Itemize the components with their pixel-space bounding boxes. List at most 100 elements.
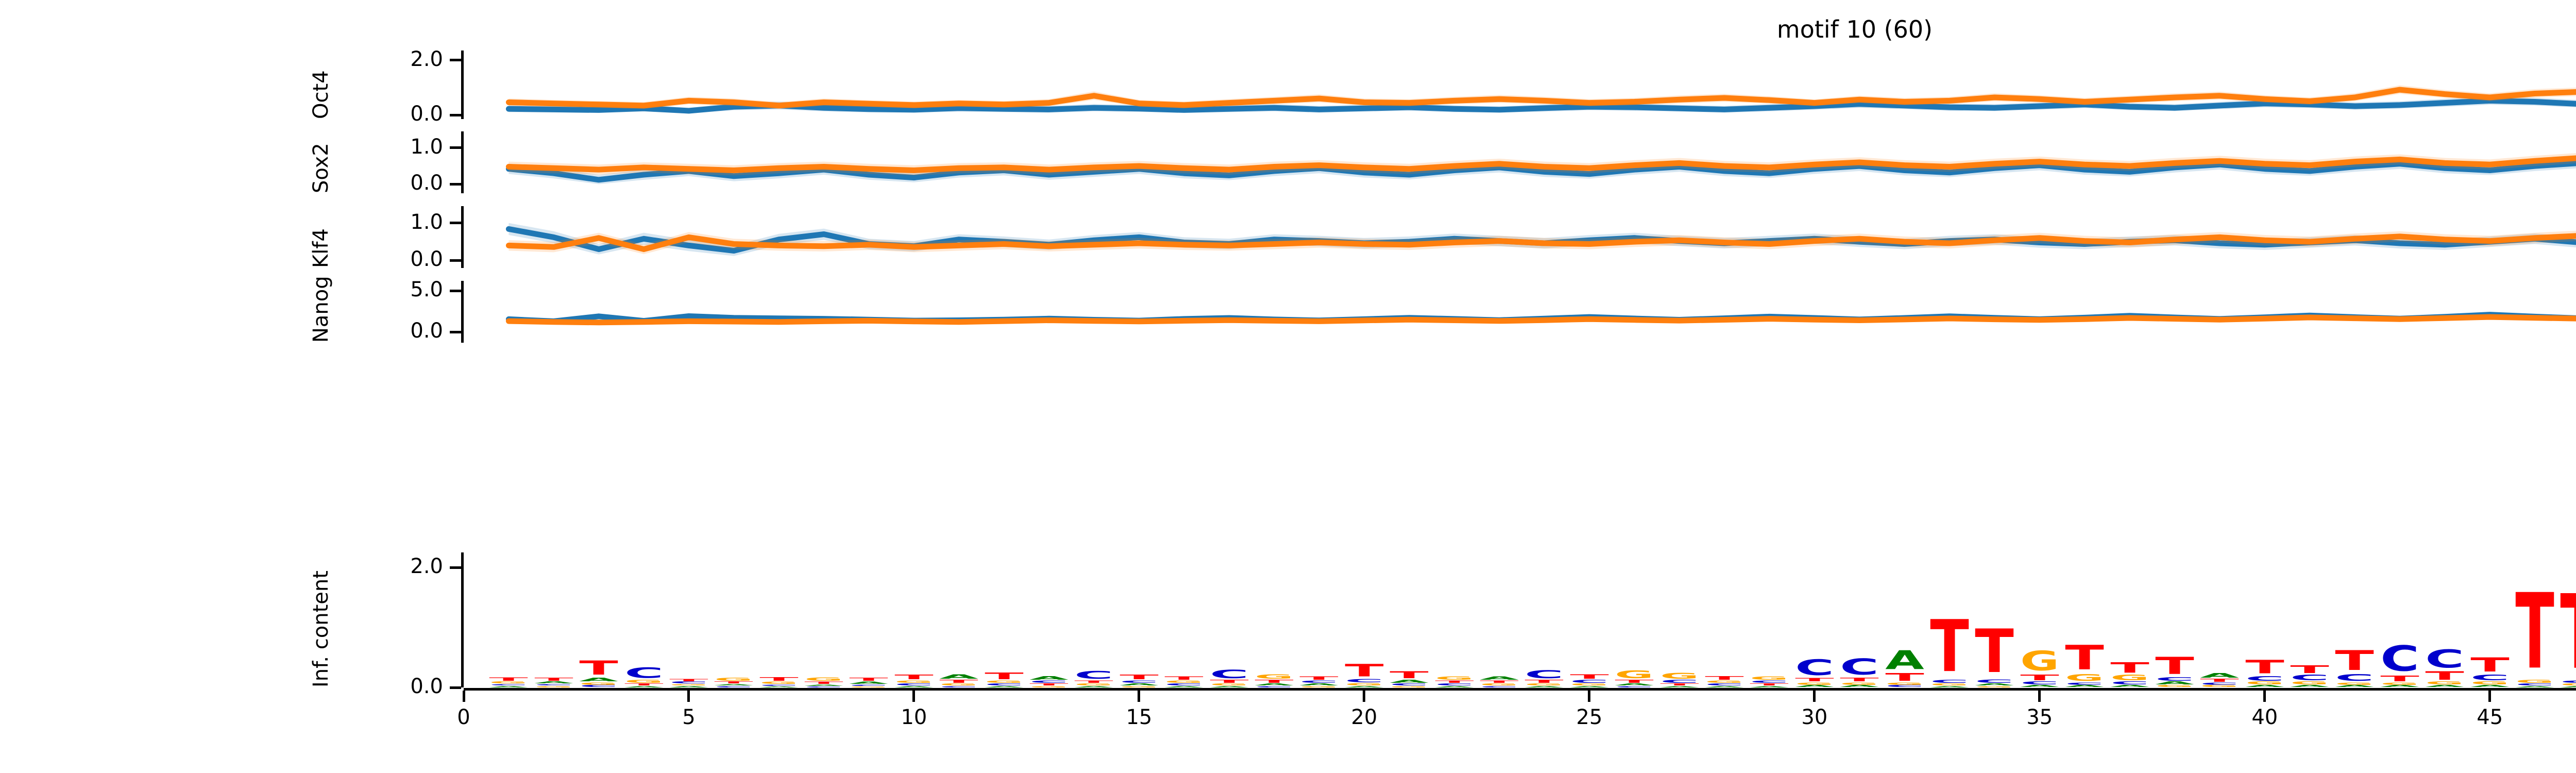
y-tick-mark (450, 259, 461, 262)
data-line (509, 159, 2576, 180)
logo-letter-A: A (2065, 685, 2104, 687)
logo-letter-G: G (1435, 676, 1474, 680)
svg-text:G: G (579, 682, 618, 685)
logo-letter-A: A (534, 681, 573, 684)
y-tick-label: 0.0 (410, 102, 443, 126)
x-axis-spine (464, 688, 2576, 691)
logo-letter-A: A (1705, 686, 1744, 687)
panel-klf4 (461, 206, 2576, 268)
svg-text:A: A (1389, 680, 1429, 683)
logo-letter-A: A (850, 681, 889, 684)
logo-letter-G: G (715, 678, 754, 681)
svg-text:C: C (669, 681, 708, 684)
svg-text:G: G (1750, 676, 1789, 680)
svg-text:T: T (2200, 679, 2240, 682)
svg-text:A: A (1525, 686, 1564, 687)
panel-label-sox2: Sox2 (309, 143, 333, 193)
logo-letter-T: T (894, 674, 934, 680)
svg-text:T: T (2155, 655, 2194, 677)
svg-text:G: G (1975, 686, 2014, 687)
logo-letter-G: G (2515, 680, 2554, 683)
x-tick-label: 35 (2026, 705, 2053, 729)
svg-text:A: A (2290, 685, 2329, 687)
svg-text:T: T (2515, 584, 2554, 680)
logo-letter-G: G (1750, 676, 1789, 680)
logo-letter-T: T (2110, 661, 2149, 675)
logo-letter-G: G (489, 681, 529, 684)
svg-text:C: C (1210, 669, 1249, 680)
logo-letter-G: G (2290, 681, 2329, 685)
logo-letter-C: C (2470, 674, 2510, 681)
svg-text:C: C (2020, 681, 2059, 685)
y-tick-mark (450, 566, 461, 569)
svg-text:G: G (2110, 674, 2149, 681)
logo-letter-C: C (1435, 683, 1474, 686)
svg-text:C: C (1255, 686, 1294, 687)
logo-letter-G: G (850, 686, 889, 687)
svg-text:G: G (1930, 683, 1969, 686)
svg-text:A: A (1120, 683, 1159, 686)
x-tick-label: 45 (2477, 705, 2503, 729)
panel-label-nanog: Nanog (309, 276, 333, 343)
logo-letter-C: C (940, 686, 979, 687)
x-tick-label: 5 (682, 705, 696, 729)
logo-letter-C: C (1300, 680, 1339, 683)
logo-letter-G: G (2245, 681, 2284, 685)
svg-text:C: C (1615, 686, 1654, 687)
logo-letter-A: A (1345, 686, 1384, 687)
svg-text:G: G (1435, 676, 1474, 680)
logo-letter-A: A (894, 686, 934, 687)
logo-letter-C: C (1840, 657, 1879, 678)
logo-letter-G: G (579, 682, 618, 685)
logo-letter-T: T (1570, 674, 1609, 679)
logo-letter-C: C (2200, 682, 2240, 685)
logo-letter-T: T (624, 683, 664, 686)
logo-letter-G: G (1525, 683, 1564, 686)
svg-text:C: C (715, 686, 754, 687)
svg-text:T: T (2380, 675, 2420, 682)
logo-letter-A: A (1480, 676, 1519, 680)
logo-letter-C: C (985, 683, 1024, 686)
svg-text:T: T (1840, 677, 1879, 682)
logo-letter-G: G (1975, 686, 2014, 687)
logo-letter-T: T (804, 681, 843, 684)
logo-letter-A: A (1210, 686, 1249, 687)
logo-letter-T: T (2245, 659, 2284, 676)
logo-letter-C: C (1480, 686, 1519, 687)
logo-letter-A: A (1885, 648, 1924, 673)
logo-letter-A: A (940, 674, 979, 679)
logo-letter-T: T (489, 677, 529, 681)
svg-text:G: G (1660, 672, 1699, 680)
svg-text:G: G (2245, 681, 2284, 685)
logo-letter-A: A (985, 686, 1024, 687)
svg-text:C: C (2065, 682, 2104, 685)
logo-letter-C: C (1930, 680, 1969, 683)
y-tick-label: 0.0 (410, 675, 443, 698)
logo-letter-C: C (1345, 679, 1384, 683)
svg-text:C: C (1029, 680, 1069, 683)
logo-letter-T: T (1075, 680, 1114, 683)
svg-text:T: T (1345, 663, 1384, 678)
svg-text:T: T (534, 678, 573, 681)
svg-text:T: T (1435, 680, 1474, 683)
svg-text:G: G (1300, 686, 1339, 687)
svg-text:A: A (669, 686, 708, 687)
panel-inf-content (461, 552, 2576, 687)
logo-letter-G: G (2380, 682, 2419, 685)
svg-text:T: T (759, 677, 799, 681)
svg-text:A: A (1615, 683, 1654, 686)
svg-text:C: C (1570, 680, 1609, 683)
logo-letter-G: G (759, 681, 799, 684)
svg-text:T: T (894, 674, 934, 680)
svg-text:A: A (1660, 686, 1699, 687)
svg-text:T: T (2245, 659, 2284, 676)
logo-letter-C: C (1570, 680, 1609, 683)
svg-text:C: C (940, 686, 979, 687)
svg-text:C: C (1795, 658, 1834, 678)
logo-letter-C: C (2561, 680, 2576, 683)
logo-letter-T: T (2426, 670, 2465, 681)
svg-text:G: G (1525, 683, 1564, 686)
svg-text:G: G (1210, 683, 1249, 686)
svg-text:G: G (985, 680, 1024, 683)
